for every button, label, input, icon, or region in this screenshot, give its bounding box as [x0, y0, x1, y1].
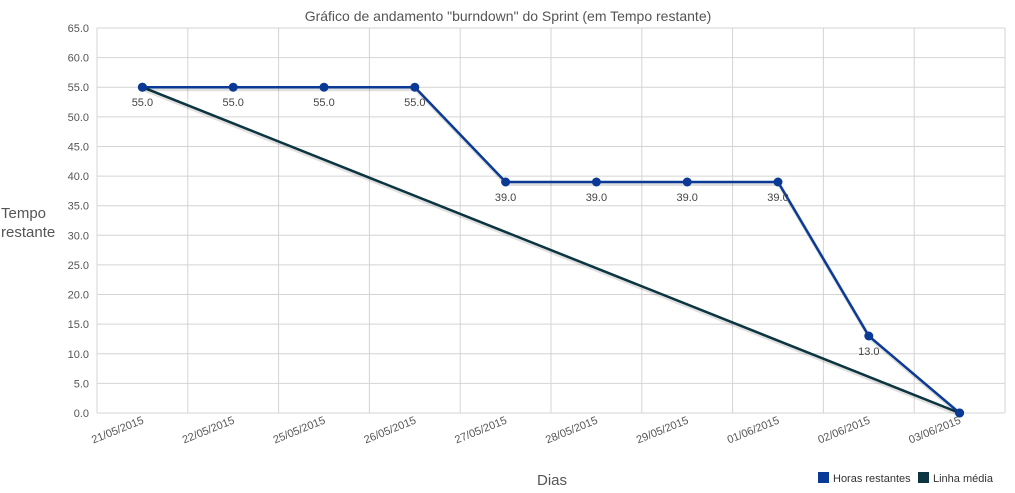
y-tick-label: 30.0: [68, 230, 89, 242]
series-line-horas-restantes: [142, 85, 961, 414]
data-label: 39.0: [586, 192, 607, 204]
y-axis-label-line2: restante: [1, 224, 55, 241]
x-tick-label: 26/05/2015: [362, 415, 418, 447]
data-point-horas-restantes: [591, 177, 601, 187]
x-axis-label: Dias: [537, 472, 567, 488]
data-label: 55.0: [132, 97, 153, 109]
data-label: 13.0: [858, 346, 879, 358]
x-tick-label: 22/05/2015: [181, 415, 237, 447]
data-label: 39.0: [767, 192, 788, 204]
data-point-horas-restantes: [228, 82, 238, 92]
legend: Horas restantes Linha média: [818, 472, 994, 485]
data-point-horas-restantes: [319, 82, 329, 92]
data-point-horas-restantes: [955, 408, 965, 418]
y-tick-label: 5.0: [74, 378, 89, 390]
legend-swatch-horas-restantes: [818, 472, 829, 483]
data-point-horas-restantes: [410, 82, 420, 92]
chart-title: Gráfico de andamento "burndown" do Sprin…: [305, 8, 712, 24]
y-tick-label: 25.0: [68, 260, 89, 272]
x-tick-label: 28/05/2015: [544, 415, 600, 447]
y-axis-label-line1: Tempo: [1, 205, 46, 222]
y-tick-label: 10.0: [68, 349, 89, 361]
y-tick-label: 45.0: [68, 141, 89, 153]
data-point-horas-restantes: [137, 82, 147, 92]
data-point-horas-restantes: [773, 177, 783, 187]
data-label: 55.0: [222, 97, 243, 109]
legend-label-horas-restantes: Horas restantes: [833, 473, 911, 485]
y-tick-label: 55.0: [68, 82, 89, 94]
series: [137, 82, 965, 418]
x-tick-label: 21/05/2015: [90, 415, 146, 447]
x-tick-label: 27/05/2015: [453, 415, 509, 447]
data-label: 39.0: [676, 192, 697, 204]
legend-label-linha-m-dia: Linha média: [933, 473, 994, 485]
legend-swatch-linha-m-dia: [918, 472, 929, 483]
y-tick-label: 35.0: [68, 201, 89, 213]
y-tick-label: 20.0: [68, 290, 89, 302]
y-tick-label: 50.0: [68, 112, 89, 124]
y-tick-label: 0.0: [74, 408, 89, 420]
x-tick-label: 01/06/2015: [726, 415, 782, 447]
x-tick-label: 02/06/2015: [816, 415, 872, 447]
y-tick-label: 60.0: [68, 53, 89, 65]
data-point-horas-restantes: [864, 331, 874, 341]
data-label: 39.0: [495, 192, 516, 204]
x-tick-label: 25/05/2015: [272, 415, 328, 447]
series-line-linha-m-dia: [141, 86, 961, 415]
data-label: 55.0: [404, 97, 425, 109]
x-tick-label: 29/05/2015: [635, 415, 691, 447]
y-tick-label: 15.0: [68, 319, 89, 331]
series-shadow-linha-m-dia: [142, 87, 962, 417]
y-tick-label: 40.0: [68, 171, 89, 183]
y-tick-label: 65.0: [68, 23, 89, 35]
x-tick-label: 03/06/2015: [907, 415, 963, 447]
data-label: 55.0: [313, 97, 334, 109]
data-labels: 55.0 55.0 55.0 55.0 39.0 39.0 39.0 39.0 13.0: [132, 97, 880, 358]
data-point-horas-restantes: [501, 177, 511, 187]
data-point-horas-restantes: [682, 177, 692, 187]
